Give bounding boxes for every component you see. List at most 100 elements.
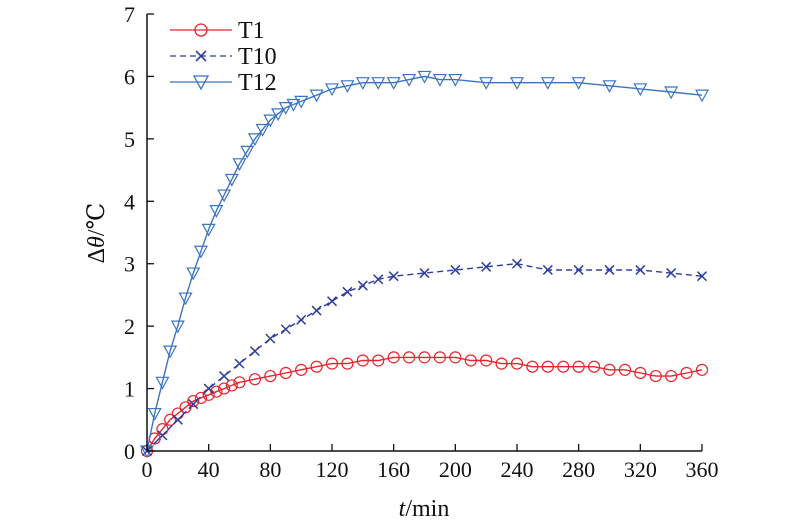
data-point-t12 bbox=[240, 145, 255, 159]
series-line-t10 bbox=[146, 262, 703, 452]
series-line-t1 bbox=[146, 356, 703, 452]
data-point-t12 bbox=[147, 407, 162, 421]
data-point-t1 bbox=[649, 369, 662, 383]
legend-item-t1: T1 bbox=[170, 18, 265, 44]
series-line-t12 bbox=[146, 75, 703, 452]
data-point-t1 bbox=[572, 360, 585, 373]
y-tick-label: 6 bbox=[124, 64, 135, 89]
data-point-t1 bbox=[510, 357, 524, 370]
legend-item-t12: T12 bbox=[170, 70, 277, 96]
x-axis-title: t/min bbox=[399, 496, 450, 522]
data-point-t1 bbox=[587, 360, 601, 373]
data-point-t12 bbox=[633, 83, 648, 97]
data-point-t1 bbox=[310, 360, 323, 373]
data-point-t10 bbox=[388, 271, 399, 282]
data-point-t10 bbox=[172, 414, 183, 425]
data-point-t12 bbox=[271, 108, 286, 122]
data-point-t1 bbox=[433, 351, 447, 364]
legend-label-t12: T12 bbox=[238, 70, 277, 96]
y-axis-title: Δθ/℃ bbox=[84, 203, 110, 264]
data-point-t1 bbox=[325, 357, 339, 370]
data-point-t12 bbox=[432, 73, 447, 87]
data-point-t12 bbox=[664, 86, 679, 100]
data-point-t12 bbox=[324, 83, 340, 97]
y-tick-label: 0 bbox=[124, 439, 135, 464]
data-point-t10 bbox=[342, 286, 353, 297]
data-point-t1 bbox=[603, 363, 616, 376]
data-point-t1 bbox=[194, 391, 208, 405]
data-point-t12 bbox=[294, 95, 309, 109]
data-point-t12 bbox=[224, 173, 239, 187]
data-point-t12 bbox=[286, 98, 301, 112]
legend-label-t1: T1 bbox=[238, 18, 265, 44]
data-point-t10 bbox=[280, 324, 291, 335]
data-point-t12 bbox=[263, 114, 278, 128]
data-point-t12 bbox=[155, 376, 170, 390]
x-tick-label: 320 bbox=[624, 457, 657, 482]
legend-marker-t1 bbox=[194, 23, 208, 37]
data-point-t10 bbox=[219, 371, 230, 382]
legend-marker-t10 bbox=[195, 50, 207, 62]
data-point-t10 bbox=[573, 264, 584, 275]
x-tick-label: 240 bbox=[501, 457, 534, 482]
data-point-t10 bbox=[481, 261, 492, 272]
data-point-t12 bbox=[309, 89, 324, 103]
data-point-t1 bbox=[665, 369, 678, 383]
data-point-t12 bbox=[602, 80, 617, 94]
data-point-t1 bbox=[248, 373, 262, 386]
x-tick-label: 360 bbox=[686, 457, 719, 482]
series-t10 bbox=[141, 258, 708, 457]
data-point-t12 bbox=[340, 80, 355, 94]
data-point-t1 bbox=[449, 351, 462, 364]
data-point-t10 bbox=[373, 274, 384, 285]
y-tick-label: 5 bbox=[124, 127, 135, 152]
data-point-t12 bbox=[201, 223, 216, 237]
data-point-t10 bbox=[188, 399, 199, 410]
data-point-t1 bbox=[680, 366, 693, 380]
data-point-t12 bbox=[417, 70, 432, 84]
data-point-t10 bbox=[357, 280, 368, 291]
data-point-t12 bbox=[163, 345, 178, 359]
y-tick-label: 7 bbox=[124, 2, 135, 27]
data-point-t12 bbox=[355, 77, 370, 90]
data-point-t1 bbox=[187, 394, 200, 408]
y-tick-label: 3 bbox=[124, 252, 135, 277]
data-point-t12 bbox=[170, 320, 185, 334]
y-ticks: 0 1 2 3 4 5 6 7 bbox=[124, 2, 154, 464]
data-point-t1 bbox=[279, 366, 292, 380]
axes bbox=[146, 14, 702, 452]
data-point-t1 bbox=[480, 354, 493, 367]
data-point-t12 bbox=[571, 77, 586, 90]
data-point-t10 bbox=[419, 268, 430, 279]
data-point-t12 bbox=[479, 77, 494, 90]
data-point-t12 bbox=[371, 77, 386, 90]
data-point-t10 bbox=[696, 271, 708, 282]
data-point-t10 bbox=[203, 383, 214, 394]
y-tick-label: 1 bbox=[124, 377, 135, 402]
data-point-t10 bbox=[450, 264, 461, 275]
data-point-t12 bbox=[178, 292, 193, 306]
data-point-t1 bbox=[557, 360, 570, 373]
legend-item-t10: T10 bbox=[170, 44, 277, 70]
data-point-t12 bbox=[186, 267, 201, 281]
legend-label-t10: T10 bbox=[238, 44, 277, 70]
x-tick-label: 40 bbox=[198, 457, 220, 482]
data-point-t1 bbox=[541, 360, 554, 373]
data-point-t10 bbox=[635, 264, 646, 275]
data-point-t10 bbox=[326, 296, 338, 307]
legend: T1 T10 T12 bbox=[170, 18, 277, 96]
data-point-t12 bbox=[193, 245, 208, 259]
data-point-t12 bbox=[509, 77, 525, 90]
data-point-t10 bbox=[511, 258, 523, 269]
x-tick-label: 120 bbox=[316, 457, 349, 482]
data-point-t12 bbox=[209, 205, 224, 218]
data-point-t10 bbox=[666, 268, 677, 279]
data-point-t1 bbox=[372, 354, 385, 367]
data-point-t12 bbox=[217, 189, 232, 203]
y-tick-label: 4 bbox=[124, 189, 135, 214]
data-point-t12 bbox=[278, 102, 293, 115]
data-point-t12 bbox=[255, 123, 270, 137]
data-point-t1 bbox=[164, 413, 177, 426]
data-point-t10 bbox=[234, 358, 245, 369]
data-point-t10 bbox=[311, 305, 322, 316]
